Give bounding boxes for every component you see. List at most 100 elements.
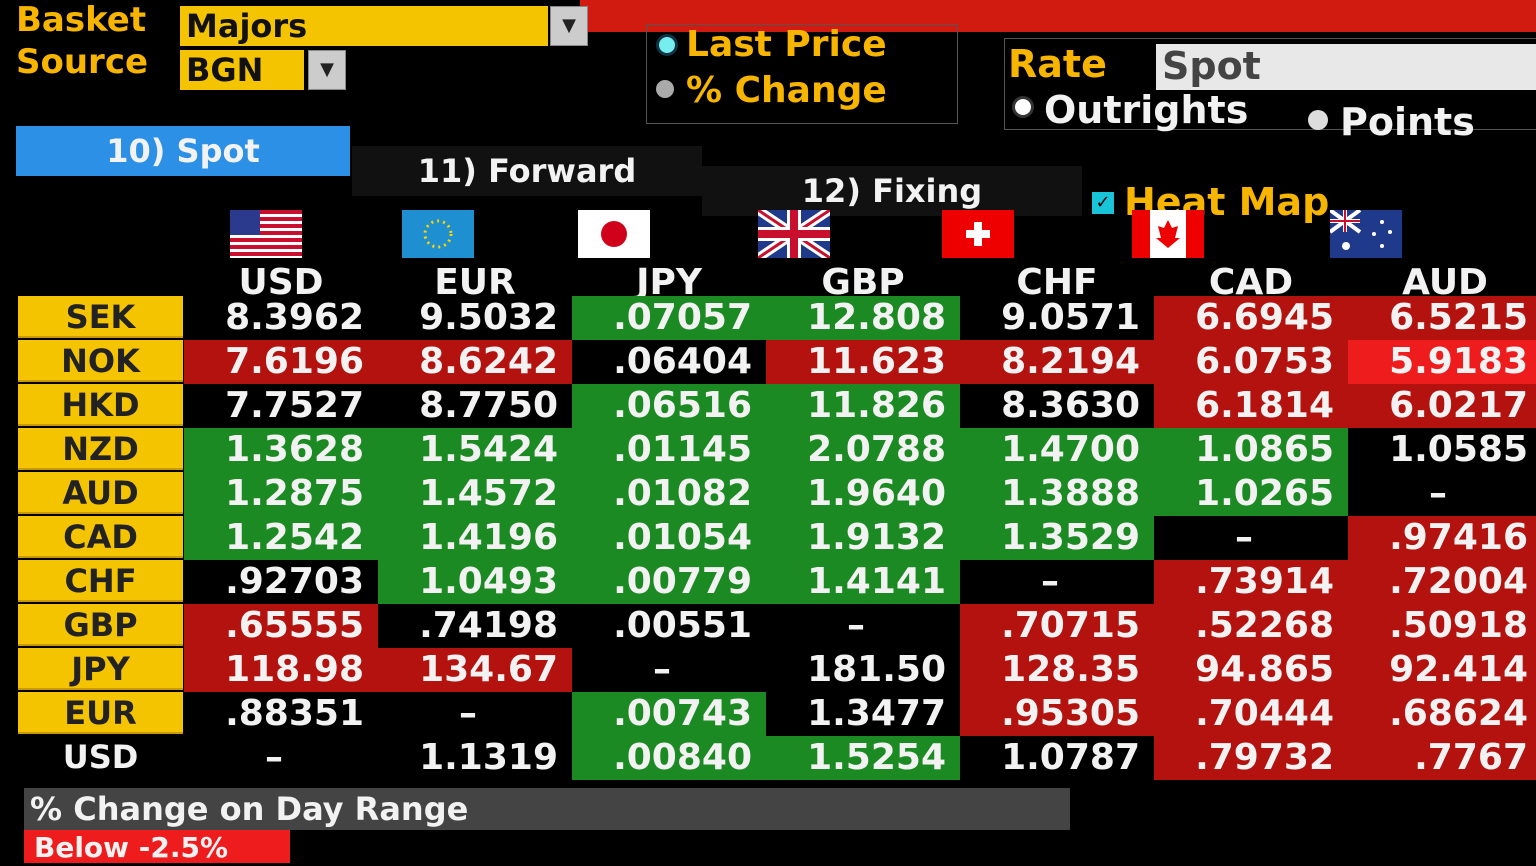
row-label: CAD bbox=[18, 516, 183, 558]
rate-cell: .00840 bbox=[572, 736, 766, 780]
row-label: NOK bbox=[18, 340, 183, 382]
radio-selected[interactable] bbox=[656, 34, 678, 56]
radio[interactable] bbox=[656, 80, 674, 98]
rate-cell: 2.0788 bbox=[766, 428, 960, 472]
rate-cell: 8.7750 bbox=[378, 384, 572, 428]
rate-select[interactable]: Spot bbox=[1156, 44, 1536, 90]
source-dropdown[interactable]: ▼ bbox=[308, 50, 346, 90]
option-change[interactable]: % Change bbox=[686, 70, 887, 111]
rate-cell: 1.4700 bbox=[960, 428, 1154, 472]
rate-cell: .06516 bbox=[572, 384, 766, 428]
tab-forward[interactable]: 11) Forward bbox=[352, 146, 702, 196]
rate-cell: 94.865 bbox=[1154, 648, 1348, 692]
rate-cell: 134.67 bbox=[378, 648, 572, 692]
rate-cell: 11.826 bbox=[766, 384, 960, 428]
tab-spot[interactable]: 10) Spot bbox=[16, 126, 350, 176]
tab-fixing[interactable]: 12) Fixing bbox=[702, 166, 1082, 216]
source-label: Source bbox=[16, 42, 149, 82]
row-label: EUR bbox=[18, 692, 183, 734]
row-label: SEK bbox=[18, 296, 183, 338]
rate-cell: 1.3628 bbox=[184, 428, 378, 472]
row-label: AUD bbox=[18, 472, 183, 514]
rate-cell: .72004 bbox=[1348, 560, 1536, 604]
rate-cell: .92703 bbox=[184, 560, 378, 604]
rate-cell: .00779 bbox=[572, 560, 766, 604]
flag-aud bbox=[1330, 210, 1402, 258]
rate-cell: .01082 bbox=[572, 472, 766, 516]
option-last-price[interactable]: Last Price bbox=[686, 24, 887, 65]
rate-label: Rate bbox=[1008, 42, 1107, 86]
rate-cell: 6.0753 bbox=[1154, 340, 1348, 384]
rate-cell: .07057 bbox=[572, 296, 766, 340]
rate-cell: 1.3888 bbox=[960, 472, 1154, 516]
rate-cell: 1.4141 bbox=[766, 560, 960, 604]
flag-chf bbox=[942, 210, 1014, 258]
rate-cell: – bbox=[1348, 472, 1536, 516]
rate-cell: – bbox=[184, 736, 378, 780]
rate-cell: 8.3962 bbox=[184, 296, 378, 340]
radio[interactable] bbox=[1308, 110, 1328, 130]
rate-cell: – bbox=[378, 692, 572, 736]
rate-cell: .01145 bbox=[572, 428, 766, 472]
rate-cell: .50918 bbox=[1348, 604, 1536, 648]
rate-cell: 1.5424 bbox=[378, 428, 572, 472]
row-label: CHF bbox=[18, 560, 183, 602]
basket-label: Basket bbox=[16, 0, 147, 40]
basket-select[interactable]: Majors bbox=[180, 6, 548, 46]
rate-cell: .68624 bbox=[1348, 692, 1536, 736]
option-points[interactable]: Points bbox=[1340, 100, 1475, 144]
footer-title: % Change on Day Range bbox=[24, 788, 1070, 830]
rate-cell: .74198 bbox=[378, 604, 572, 648]
rate-cell: 1.4572 bbox=[378, 472, 572, 516]
rate-cell: 1.2542 bbox=[184, 516, 378, 560]
rate-cell: 9.5032 bbox=[378, 296, 572, 340]
row-label: JPY bbox=[18, 648, 183, 690]
rate-cell: 1.3529 bbox=[960, 516, 1154, 560]
rate-cell: 6.6945 bbox=[1154, 296, 1348, 340]
rate-cell: 8.6242 bbox=[378, 340, 572, 384]
rate-cell: .73914 bbox=[1154, 560, 1348, 604]
rate-cell: 7.7527 bbox=[184, 384, 378, 428]
rate-cell: 1.9132 bbox=[766, 516, 960, 560]
rate-cell: 1.3477 bbox=[766, 692, 960, 736]
rate-cell: .88351 bbox=[184, 692, 378, 736]
rate-cell: 1.1319 bbox=[378, 736, 572, 780]
row-label: HKD bbox=[18, 384, 183, 426]
flag-eur bbox=[402, 210, 474, 258]
rate-cell: .00551 bbox=[572, 604, 766, 648]
rate-cell: 6.5215 bbox=[1348, 296, 1536, 340]
rate-cell: – bbox=[1154, 516, 1348, 560]
rate-cell: – bbox=[960, 560, 1154, 604]
rate-cell: .00743 bbox=[572, 692, 766, 736]
rate-cell: 1.9640 bbox=[766, 472, 960, 516]
source-select[interactable]: BGN bbox=[180, 50, 304, 90]
display-options bbox=[646, 24, 958, 124]
heat-map-checkbox[interactable]: ✓ bbox=[1092, 192, 1114, 214]
option-outrights[interactable]: Outrights bbox=[1044, 88, 1249, 132]
row-label: USD bbox=[18, 736, 183, 778]
rate-cell: .97416 bbox=[1348, 516, 1536, 560]
rate-cell: .79732 bbox=[1154, 736, 1348, 780]
flag-jpy bbox=[578, 210, 650, 258]
row-label: NZD bbox=[18, 428, 183, 470]
rate-cell: .65555 bbox=[184, 604, 378, 648]
rate-cell: 1.0265 bbox=[1154, 472, 1348, 516]
rate-cell: 1.4196 bbox=[378, 516, 572, 560]
rate-cell: .01054 bbox=[572, 516, 766, 560]
rate-cell: – bbox=[766, 604, 960, 648]
rate-cell: 6.1814 bbox=[1154, 384, 1348, 428]
rate-cell: 8.2194 bbox=[960, 340, 1154, 384]
rate-cell: 181.50 bbox=[766, 648, 960, 692]
rate-cell: .70444 bbox=[1154, 692, 1348, 736]
basket-dropdown[interactable]: ▼ bbox=[550, 6, 588, 46]
rate-cell: 7.6196 bbox=[184, 340, 378, 384]
rate-cell: 128.35 bbox=[960, 648, 1154, 692]
rate-cell: .52268 bbox=[1154, 604, 1348, 648]
flag-cad bbox=[1132, 210, 1204, 258]
rate-cell: 1.5254 bbox=[766, 736, 960, 780]
radio-selected[interactable] bbox=[1012, 96, 1034, 118]
flag-usd bbox=[230, 210, 302, 258]
rate-cell: 9.0571 bbox=[960, 296, 1154, 340]
rate-cell: 5.9183 bbox=[1348, 340, 1536, 384]
